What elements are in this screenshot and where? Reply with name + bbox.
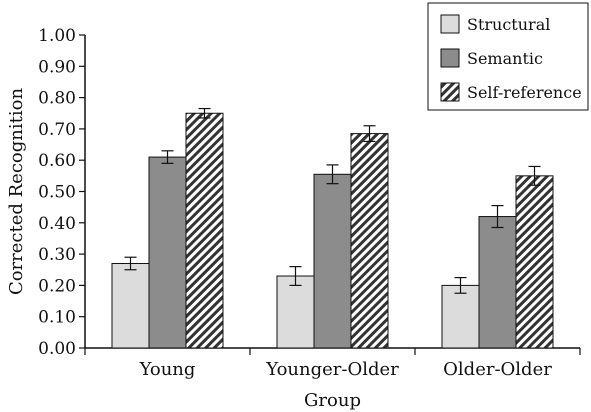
legend-swatch: [440, 14, 460, 34]
bar-self-reference-older-older: [515, 175, 554, 349]
error-bar: [454, 276, 467, 294]
bar-structural-young: [111, 262, 150, 349]
y-tick-label: 0.90: [38, 57, 76, 77]
error-bar: [289, 266, 302, 286]
legend-swatch: [440, 82, 460, 102]
y-tick-label: 0.50: [38, 183, 76, 203]
bar-structural-older-older: [441, 284, 480, 349]
legend-item: Semantic: [440, 48, 543, 68]
legend-item: Self-reference: [440, 82, 582, 102]
y-tick-label: 0.10: [38, 308, 76, 328]
legend-swatch: [440, 48, 460, 68]
error-bar: [198, 107, 211, 119]
error-bars: [124, 107, 541, 294]
y-tick-label: 0.30: [38, 245, 76, 265]
bar-semantic-young: [148, 156, 187, 349]
y-tick-label: 0.60: [38, 151, 76, 171]
bars: [111, 112, 554, 349]
bar-self-reference-younger-older: [350, 133, 389, 349]
bar-semantic-older-older: [478, 216, 517, 349]
legend: Structural Semantic Self-reference: [427, 2, 589, 111]
error-bar: [528, 165, 541, 186]
legend-item: Structural: [440, 14, 550, 34]
y-tick-label: 0.00: [38, 339, 76, 359]
error-bar: [326, 164, 339, 185]
error-bar: [491, 204, 504, 229]
x-tick-label: Older-Older: [443, 359, 552, 380]
x-axis-title: Group: [304, 390, 361, 411]
y-tick-label: 1.00: [38, 26, 76, 46]
legend-label: Self-reference: [467, 83, 582, 102]
x-tick-label: Younger-Older: [265, 359, 399, 380]
bar-self-reference-young: [185, 112, 224, 349]
error-bar: [363, 125, 376, 143]
error-bar: [124, 256, 137, 271]
y-tick-label: 0.40: [38, 214, 76, 234]
y-axis-title: Corrected Recognition: [6, 88, 27, 296]
error-bar: [161, 150, 174, 164]
y-tick-label: 0.20: [38, 276, 76, 296]
labels: 0.00 0.10 0.20 0.30 0.40 0.50 0.60 0.70 0.80 0.90…: [6, 26, 552, 411]
x-tick-label: Young: [139, 359, 196, 380]
bar-structural-younger-older: [276, 275, 315, 349]
y-tick-label: 0.70: [38, 120, 76, 140]
bar-semantic-younger-older: [313, 173, 352, 349]
legend-label: Structural: [467, 15, 550, 34]
y-tick-label: 0.80: [38, 89, 76, 109]
legend-label: Semantic: [467, 49, 543, 68]
